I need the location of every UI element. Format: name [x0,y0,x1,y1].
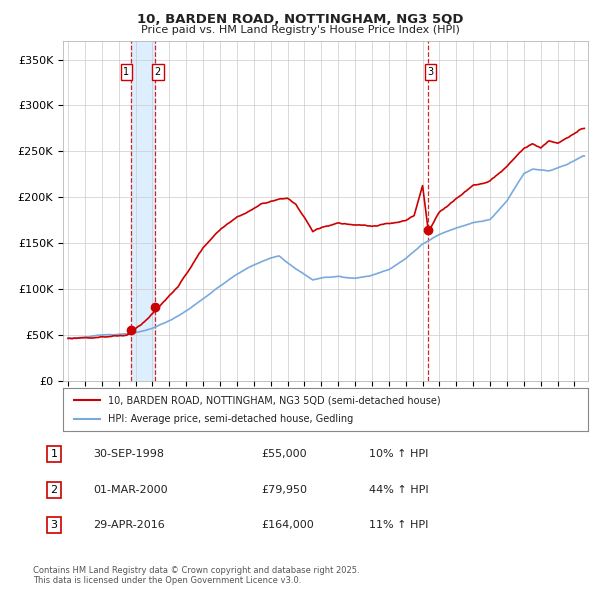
Text: £164,000: £164,000 [261,520,314,530]
Text: £79,950: £79,950 [261,485,307,494]
Text: 2: 2 [50,485,58,494]
Text: Contains HM Land Registry data © Crown copyright and database right 2025.
This d: Contains HM Land Registry data © Crown c… [33,566,359,585]
Text: 1: 1 [123,67,130,77]
Text: 44% ↑ HPI: 44% ↑ HPI [369,485,428,494]
Text: 3: 3 [428,67,434,77]
Text: HPI: Average price, semi-detached house, Gedling: HPI: Average price, semi-detached house,… [107,414,353,424]
Text: 29-APR-2016: 29-APR-2016 [93,520,165,530]
Text: 1: 1 [50,450,58,459]
Text: 10% ↑ HPI: 10% ↑ HPI [369,450,428,459]
Text: 11% ↑ HPI: 11% ↑ HPI [369,520,428,530]
Text: Price paid vs. HM Land Registry's House Price Index (HPI): Price paid vs. HM Land Registry's House … [140,25,460,35]
Text: 10, BARDEN ROAD, NOTTINGHAM, NG3 5QD: 10, BARDEN ROAD, NOTTINGHAM, NG3 5QD [137,13,463,26]
Bar [131,41,155,381]
Text: 10, BARDEN ROAD, NOTTINGHAM, NG3 5QD (semi-detached house): 10, BARDEN ROAD, NOTTINGHAM, NG3 5QD (se… [107,395,440,405]
Text: £55,000: £55,000 [261,450,307,459]
Text: 3: 3 [50,520,58,530]
Text: 2: 2 [155,67,161,77]
Text: 01-MAR-2000: 01-MAR-2000 [93,485,167,494]
Text: 30-SEP-1998: 30-SEP-1998 [93,450,164,459]
